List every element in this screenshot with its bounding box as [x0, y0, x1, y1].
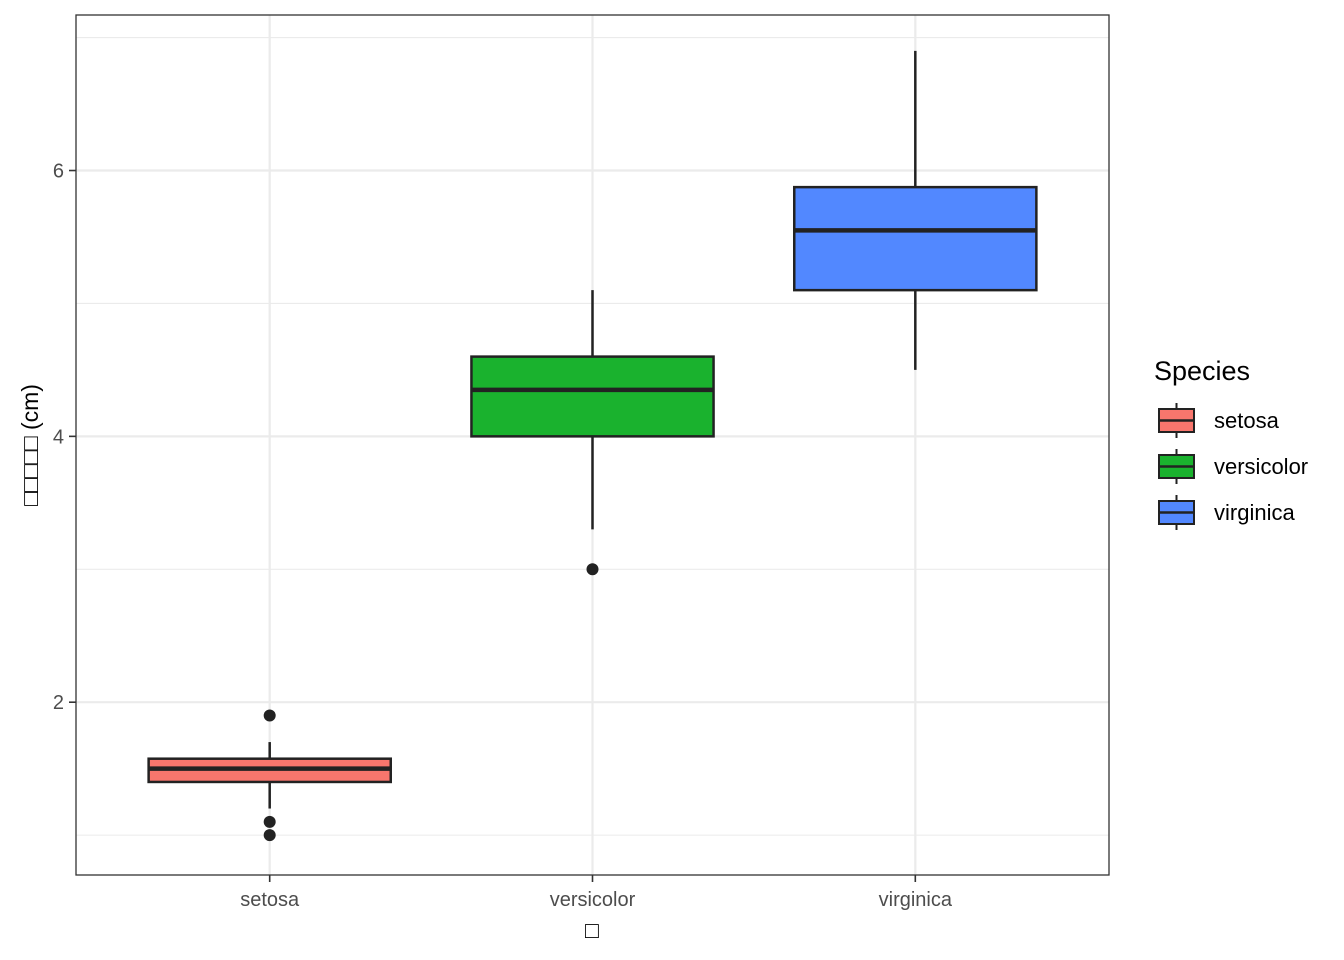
x-tick-label: setosa: [240, 889, 300, 911]
box-virginica: [793, 50, 1038, 370]
outlier-point: [263, 815, 276, 828]
y-tick-label: 6: [53, 161, 64, 183]
x-axis: setosa versicolor virginica: [240, 875, 953, 911]
y-tick-label: 2: [53, 692, 64, 714]
outlier-point: [263, 829, 276, 842]
box-versicolor: [470, 290, 715, 576]
x-tick-label: versicolor: [550, 889, 636, 911]
boxes-layer: [147, 50, 1038, 842]
y-axis: 2 4 6: [53, 161, 76, 714]
outlier-point: [263, 709, 276, 722]
legend-label: versicolor: [1214, 454, 1308, 479]
legend-title: Species: [1154, 356, 1250, 386]
y-axis-title: □□□□□ (cm): [17, 384, 43, 506]
box-iqr: [793, 185, 1038, 292]
x-tick-label: virginica: [879, 889, 953, 911]
legend-entry-versicolor: versicolor: [1158, 449, 1308, 484]
legend-keys: setosa versicolor virginica: [1158, 403, 1308, 530]
y-tick-label: 4: [53, 426, 64, 448]
legend-entry-virginica: virginica: [1158, 495, 1295, 530]
legend-label: virginica: [1214, 500, 1295, 525]
box-iqr: [470, 355, 715, 438]
legend-label: setosa: [1214, 408, 1280, 433]
x-axis-title: □: [585, 917, 599, 943]
box-setosa: [147, 709, 392, 842]
legend-entry-setosa: setosa: [1158, 403, 1280, 438]
legend: Species setosa versicolor virginica: [1154, 356, 1308, 530]
outlier-point: [586, 563, 599, 576]
